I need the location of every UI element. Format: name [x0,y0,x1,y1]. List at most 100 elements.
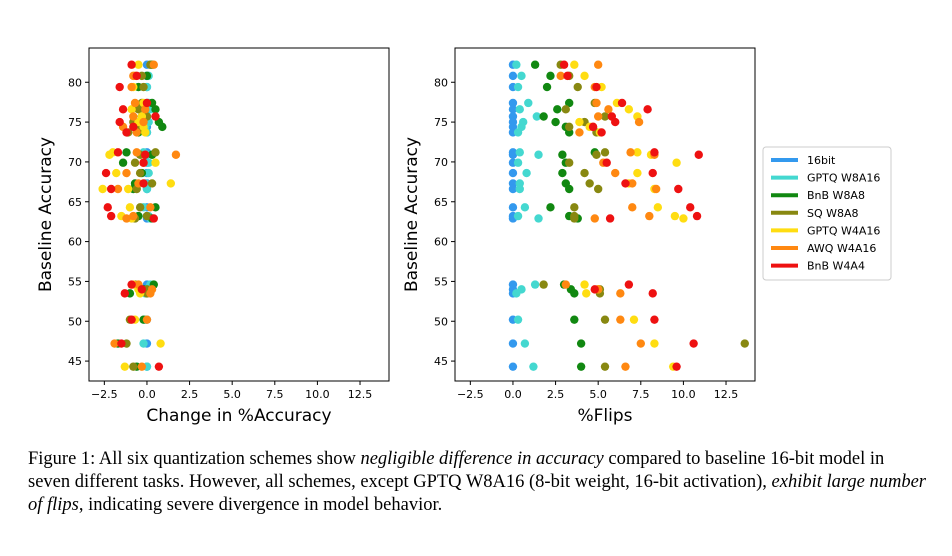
data-point [132,71,141,81]
data-point [565,98,574,108]
data-point [539,280,548,289]
data-point [118,105,128,114]
data-point [590,285,599,294]
data-point [570,203,579,212]
data-point [653,203,663,212]
data-point [508,168,518,178]
data-point [592,82,601,92]
data-point [604,105,613,114]
data-point [127,315,136,324]
data-point [689,339,698,348]
x-axis-label: %Flips [577,406,632,426]
data-point [113,184,123,194]
data-point [520,203,530,212]
data-point [650,148,659,157]
data-point [546,71,555,81]
data-point [565,158,574,167]
data-point [561,105,570,114]
data-point [124,184,133,194]
data-point [590,214,599,223]
data-point [134,60,143,69]
data-point [139,339,148,348]
data-point [563,71,572,81]
data-point [650,339,659,348]
x-axis-label: Change in %Accuracy [146,406,331,426]
data-point [570,214,579,223]
data-point [546,203,555,212]
data-point [621,362,630,371]
data-point [580,71,589,81]
plot-frame [88,47,390,382]
data-point [139,158,148,167]
data-point [508,150,518,159]
data-point [559,60,569,69]
y-tick-label: 65 [68,196,82,209]
x-tick-label: 5.0 [223,388,241,401]
flips-plot: −2.5 0.0 2.5 5.0 7.5 10.0 12.5 45 50 55 60 65 70 75 80… [402,47,756,426]
data-point [600,362,610,371]
data-point [98,184,107,194]
caption-text: , indicating severe divergence in model … [78,495,443,515]
data-point [522,168,531,178]
caption-text: compared to baseline 16-bit model in sev… [28,449,885,492]
data-point [122,168,131,178]
data-point [118,158,128,167]
accuracy-change-plot: −2.5 0.0 2.5 5.0 7.5 10.0 12.5 45 50 55 60 65 70 75 80… [36,47,390,426]
y-tick-label: 55 [434,275,448,288]
figure: −2.5 0.0 2.5 5.0 7.5 10.0 12.5 45 50 55 60 65 70 75 80… [36,47,892,426]
data-point [592,150,601,159]
figure-caption: Figure 1: All six quantization schemes s… [28,448,928,517]
data-point [692,211,702,221]
x-tick-label: −2.5 [91,388,118,401]
data-point [112,168,121,178]
y-tick-label: 60 [434,236,448,249]
data-point [624,280,634,289]
data-point [621,179,630,188]
data-point [120,362,129,371]
x-tick-label: 0.0 [504,388,522,401]
data-point [156,339,165,348]
data-point [146,289,155,298]
legend: 16bit GPTQ W8A16 BnB W8A8 SQ W8A8 GPTQ W4A16… [762,146,892,281]
data-point [534,150,543,159]
data-point [127,105,136,114]
data-point [686,203,695,212]
data-point [508,203,518,212]
data-point [105,150,114,159]
data-point [517,71,526,81]
y-tick-label: 70 [68,156,82,169]
x-tick-label: 12.5 [714,388,739,401]
data-point [151,112,160,121]
legend-label: 16bit [807,154,836,167]
data-point [106,211,116,221]
data-point [142,315,152,324]
data-point [626,148,635,157]
data-point [110,339,119,348]
data-point [576,362,586,371]
data-point [149,60,158,69]
data-point [127,82,136,92]
data-point [515,105,524,114]
legend-label: AWQ W4A16 [807,242,876,255]
y-tick-label: 45 [68,355,82,368]
data-point [582,289,591,298]
series-bnb-w4a4 [559,60,703,371]
x-tick-label: 0.0 [138,388,156,401]
x-tick-label: 12.5 [348,388,373,401]
y-tick-label: 55 [68,275,82,288]
data-point [534,214,543,223]
data-point [576,339,586,348]
y-tick-label: 50 [434,315,448,328]
data-point [694,150,703,159]
data-point [593,60,603,69]
data-point [648,289,657,298]
data-point [558,168,567,178]
data-point [139,179,148,188]
data-point [137,285,147,294]
legend-label: BnB W8A8 [807,189,865,202]
caption-emphasis: exhibit large number of flips [28,472,926,515]
data-point [593,184,603,194]
data-point [127,280,136,289]
data-point [130,98,140,108]
data-point [142,211,152,221]
